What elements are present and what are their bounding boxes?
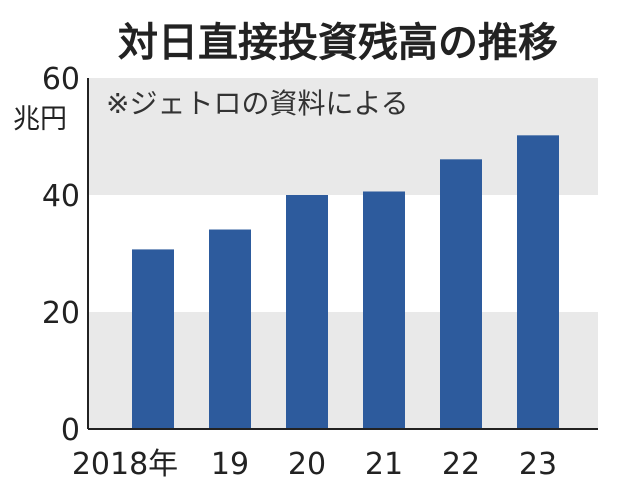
bars bbox=[132, 135, 559, 429]
y-tick-labels: 0 20 40 60 bbox=[42, 62, 80, 448]
source-note: ※ジェトロの資料による bbox=[106, 87, 409, 120]
y-tick-label: 0 bbox=[61, 413, 80, 448]
bar-20 bbox=[286, 195, 328, 429]
x-tick-label: 20 bbox=[288, 447, 326, 482]
bar-22 bbox=[440, 159, 482, 429]
x-tick-label: 19 bbox=[211, 447, 249, 482]
bar-21 bbox=[363, 191, 405, 429]
x-tick-labels: 2018年 19 20 21 22 23 bbox=[72, 447, 557, 482]
grid-bands bbox=[88, 78, 598, 429]
x-tick-label: 23 bbox=[519, 447, 557, 482]
x-tick-label: 2018年 bbox=[72, 447, 178, 482]
y-unit-label: 兆円 bbox=[13, 104, 67, 135]
bar-23 bbox=[517, 135, 559, 429]
y-tick-label: 60 bbox=[42, 62, 80, 97]
y-tick-label: 20 bbox=[42, 296, 80, 331]
x-tick-label: 21 bbox=[365, 447, 403, 482]
bar-19 bbox=[209, 229, 251, 429]
x-tick-label: 22 bbox=[442, 447, 480, 482]
chart-title: 対日直接投資残高の推移 bbox=[118, 20, 558, 66]
y-tick-label: 40 bbox=[42, 179, 80, 214]
bar-2018年 bbox=[132, 249, 174, 429]
grid-band bbox=[88, 78, 598, 195]
